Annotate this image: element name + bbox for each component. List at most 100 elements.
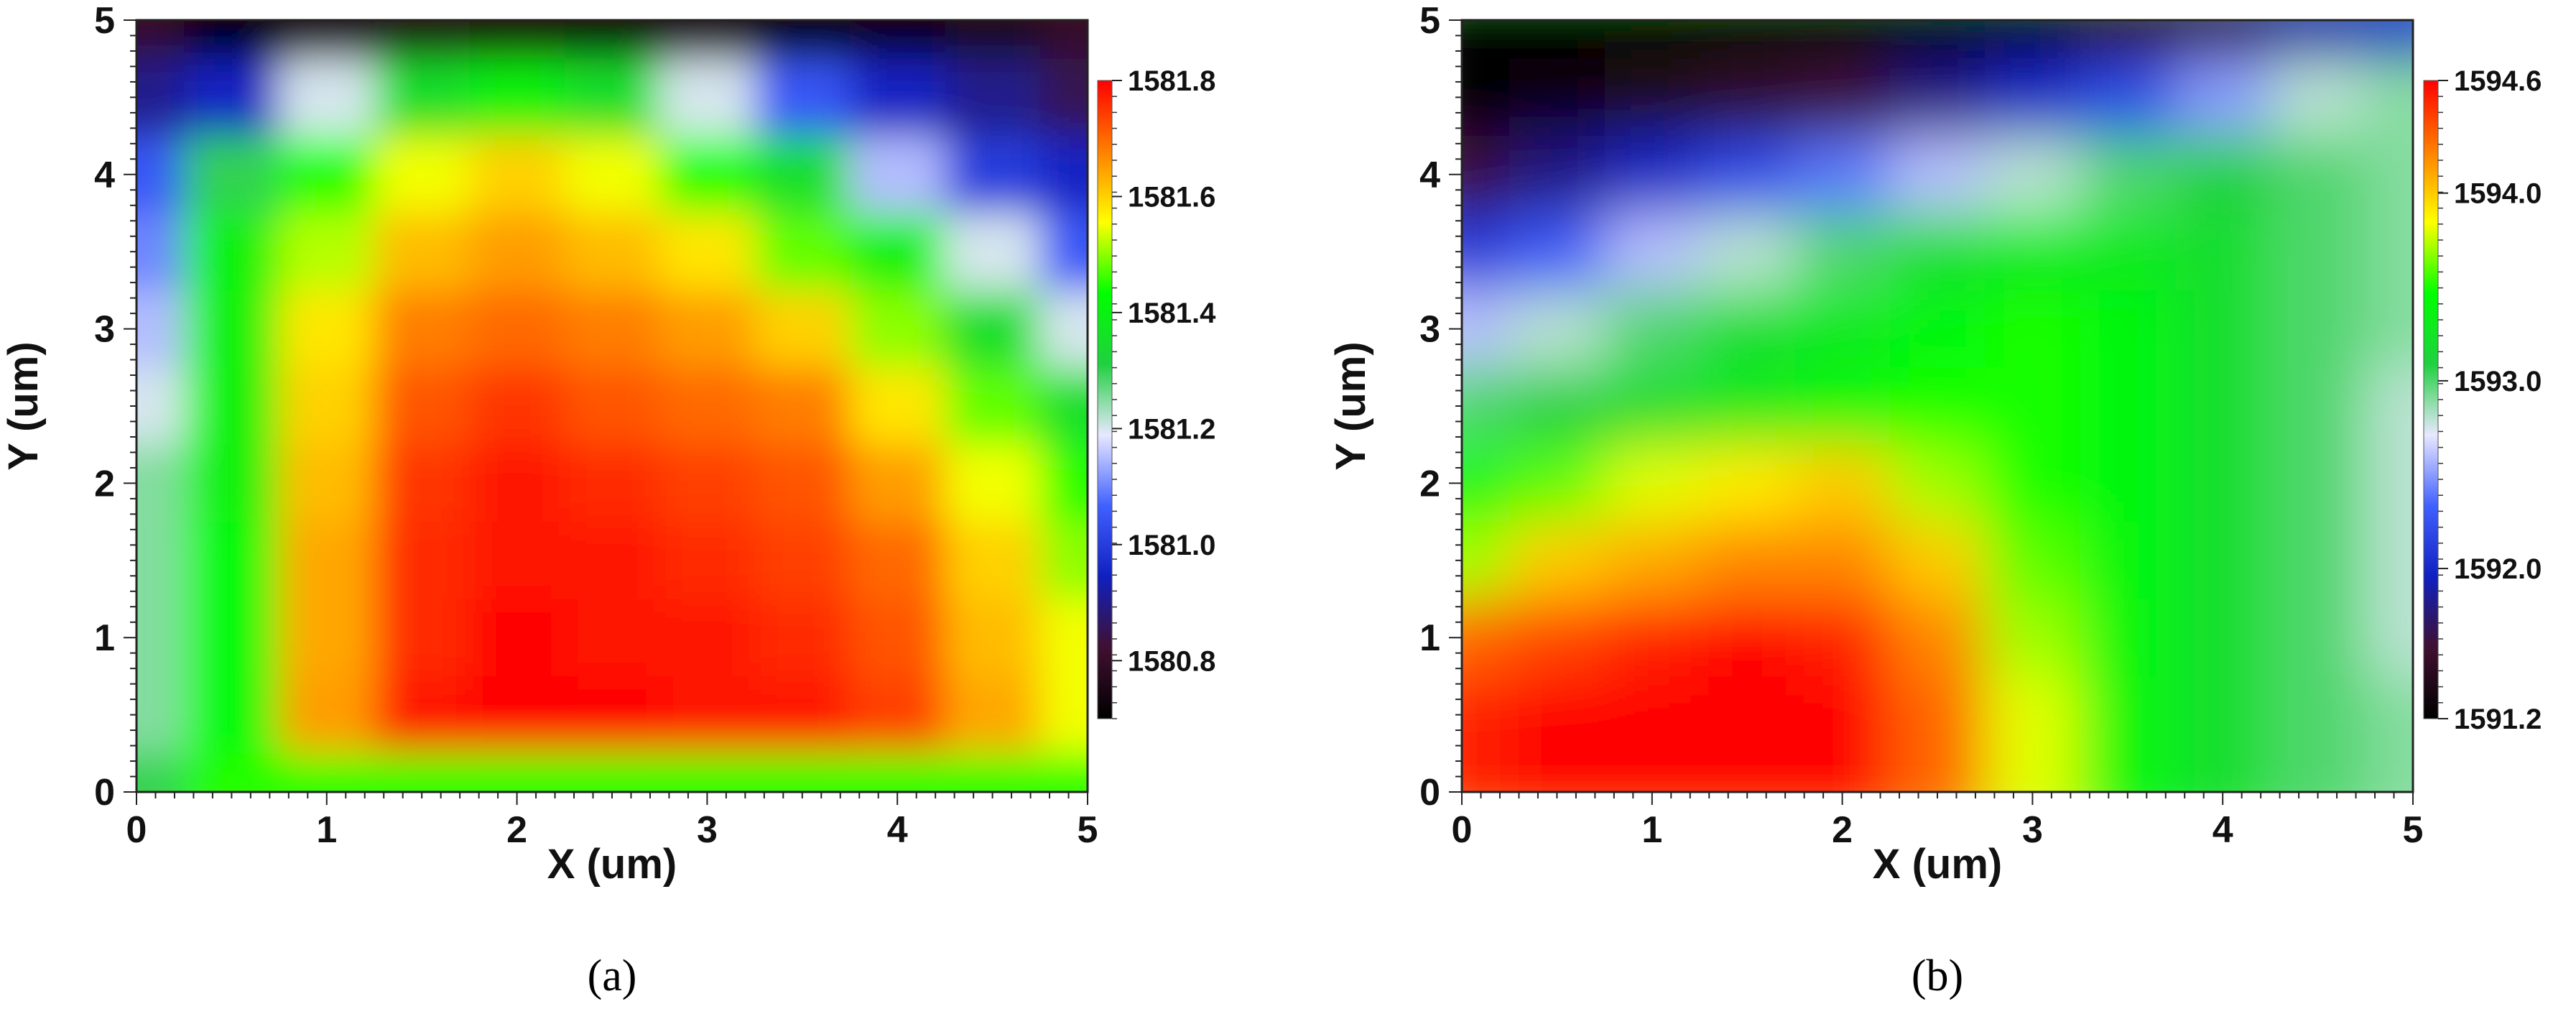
heatmap-b-cell xyxy=(1985,753,2081,792)
x-tick-label-b: 3 xyxy=(2022,809,2043,851)
heatmap-a-cell xyxy=(469,213,565,291)
heatmap-a-cell xyxy=(374,290,471,369)
heatmap-b-cell xyxy=(2365,444,2413,523)
axes-a: 0 1 2 3 4 5 0 1 2 3 4 5 xyxy=(94,0,1098,851)
heatmap-a-cell xyxy=(754,367,851,446)
y-tick-label-a: 5 xyxy=(94,0,115,42)
heatmap-a-cell xyxy=(374,444,471,523)
heatmap-a-cell xyxy=(184,213,280,291)
heatmap-a-cell xyxy=(374,20,471,60)
heatmap-a-cell xyxy=(1039,676,1088,755)
heatmap-b-cell xyxy=(1700,676,1796,755)
heatmap-a-cell xyxy=(184,58,280,137)
heatmap-b-cell xyxy=(1462,58,1511,137)
heatmap-a-cell xyxy=(850,136,946,214)
heatmap-a-cell xyxy=(659,58,756,137)
heatmap-b-cell xyxy=(2270,753,2366,792)
heatmap-a-cell xyxy=(850,367,946,446)
heatmap-a-cell xyxy=(945,136,1041,214)
heatmap-a-cell xyxy=(136,522,185,600)
heatmap-a-cell xyxy=(754,58,851,137)
heatmap-a-cell xyxy=(754,290,851,369)
heatmap-a-cell xyxy=(279,213,375,291)
heatmap-b-cell xyxy=(1985,20,2081,60)
heatmap-a-cell xyxy=(374,753,471,792)
heatmap-a-cell xyxy=(279,58,375,137)
heatmap-b-cell xyxy=(1889,20,1986,60)
x-tick-label-b: 1 xyxy=(1641,809,1662,851)
x-axis-title-a: X (um) xyxy=(547,841,677,888)
heatmap-a-cell xyxy=(374,676,471,755)
heatmap-b-cell xyxy=(2175,522,2271,600)
x-tick-label-b: 4 xyxy=(2213,809,2233,851)
heatmap-a-cell xyxy=(754,522,851,600)
heatmap-a-cell xyxy=(374,213,471,291)
heatmap-b-cell xyxy=(1604,522,1700,600)
heatmap-b-cell xyxy=(1985,522,2081,600)
heatmap-a-cell xyxy=(279,753,375,792)
x-tick-label-a: 1 xyxy=(316,809,337,851)
heatmap-a-cell xyxy=(136,213,185,291)
heatmap-a-cell xyxy=(850,676,946,755)
heatmap-b-cell xyxy=(1794,136,1891,214)
heatmap-b-cell xyxy=(1985,599,2081,677)
heatmap-a-cell xyxy=(659,522,756,600)
heatmap-b-cell xyxy=(2175,676,2271,755)
heatmap-b-cell xyxy=(2175,213,2271,291)
heatmap-a-cell xyxy=(184,676,280,755)
heatmap-b-cell xyxy=(2365,367,2413,446)
heatmap-a-cell xyxy=(469,444,565,523)
heatmap-a-cell xyxy=(374,367,471,446)
heatmap-a-cell xyxy=(659,599,756,677)
heatmap-a-cells xyxy=(136,20,1088,792)
heatmap-a-cell xyxy=(136,444,185,523)
colorbar-ticks-a: 1581.8 1581.6 1581.4 1581.2 1581.0 1580.8 xyxy=(1097,65,1216,719)
heatmap-b-cell xyxy=(1794,444,1891,523)
heatmap-a-cell xyxy=(945,522,1041,600)
colorbar-tick-label-b: 1594.0 xyxy=(2454,178,2542,210)
heatmap-a-cell xyxy=(279,444,375,523)
y-axis-title-b: Y (um) xyxy=(1328,341,1374,470)
heatmap-b-cell xyxy=(1700,444,1796,523)
heatmap-b-cell xyxy=(1794,367,1891,446)
y-tick-label-b: 3 xyxy=(1419,309,1440,351)
heatmap-a-cell xyxy=(136,676,185,755)
heatmap-b-cell xyxy=(2365,676,2413,755)
heatmap-b-cell xyxy=(1509,753,1606,792)
heatmap-b-cell xyxy=(1604,753,1700,792)
heatmap-b-cell xyxy=(1700,367,1796,446)
heatmap-a-cell xyxy=(1039,522,1088,600)
heatmap-b-cell xyxy=(1509,676,1606,755)
heatmap-b-cell xyxy=(1700,20,1796,60)
colorbar-ticks-b: 1594.6 1594.0 1593.0 1592.0 1591.2 xyxy=(2423,65,2542,735)
y-axis-title-a: Y (um) xyxy=(0,341,47,470)
heatmap-b-cell xyxy=(1889,290,1986,369)
heatmap-b-cell xyxy=(1985,676,2081,755)
heatmap-a-cell xyxy=(564,20,661,60)
y-tick-label-a: 1 xyxy=(94,617,115,659)
heatmap-b-cell xyxy=(1794,676,1891,755)
x-tick-label-b: 0 xyxy=(1452,809,1473,851)
heatmap-b-cell xyxy=(1985,444,2081,523)
heatmap-a-cell xyxy=(184,599,280,677)
heatmap-b-cell xyxy=(2365,213,2413,291)
heatmap-a-cell xyxy=(1039,58,1088,137)
colorbar-tick-label-b: 1592.0 xyxy=(2454,553,2542,585)
heatmap-a-cell xyxy=(469,58,565,137)
heatmap-a-cell xyxy=(1039,290,1088,369)
heatmap-b-cell xyxy=(1509,367,1606,446)
heatmap-a-cell xyxy=(945,20,1041,60)
heatmap-b-cell xyxy=(1889,213,1986,291)
heatmap-b-cell xyxy=(1794,213,1891,291)
heatmap-a-cell xyxy=(184,522,280,600)
heatmap-b-cell xyxy=(1509,136,1606,214)
heatmap-a-cell xyxy=(1039,599,1088,677)
heatmap-a-cell xyxy=(374,58,471,137)
heatmap-a-cell xyxy=(754,676,851,755)
heatmap-b-cell xyxy=(2270,58,2366,137)
heatmap-a-cell xyxy=(469,290,565,369)
heatmap-b-cell xyxy=(1509,290,1606,369)
heatmap-a-cell xyxy=(469,753,565,792)
heatmap-a-cell xyxy=(564,367,661,446)
heatmap-a-cell xyxy=(754,753,851,792)
